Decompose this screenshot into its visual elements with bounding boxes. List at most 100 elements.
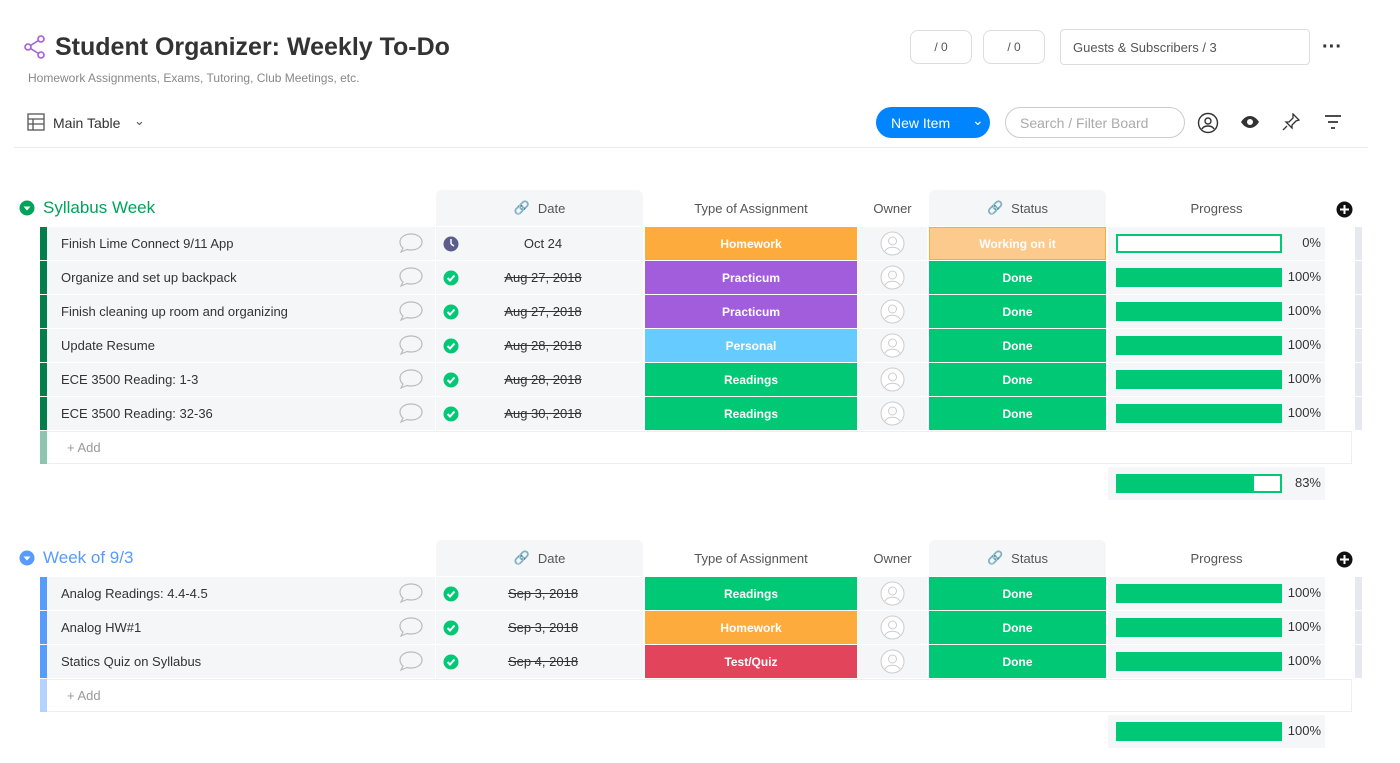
group-toggle[interactable] [19,550,35,566]
share-icon[interactable] [24,35,46,59]
row-end-strip [1355,227,1362,260]
link-icon: 🔗 [986,200,1004,215]
owner-avatar [880,231,905,256]
integrations-count: / 0 [1007,40,1021,54]
status-label[interactable]: Done [929,363,1106,396]
done-icon [443,338,459,354]
progress-label: 100% [1287,653,1321,668]
integrations-button[interactable]: / 0 [983,30,1045,64]
item-name: Update Resume [61,338,155,353]
guests-button[interactable]: Guests & Subscribers / 3 [1060,29,1310,65]
add-column[interactable] [1336,201,1353,218]
item-name-cell[interactable]: Organize and set up backpack [47,261,435,294]
item-name-cell[interactable]: Finish Lime Connect 9/11 App [47,227,435,260]
type-label[interactable]: Readings [645,397,857,430]
comment-icon[interactable] [398,582,424,604]
row-color-bar [40,397,47,430]
search-box[interactable]: Search / Filter Board [1005,107,1185,138]
progress-label: 0% [1302,235,1321,250]
link-icon: 🔗 [513,550,530,565]
comment-icon[interactable] [398,402,424,424]
group-toggle[interactable] [19,200,35,216]
view-dropdown[interactable]: ⌄ [134,113,145,128]
comment-icon[interactable] [398,650,424,672]
type-label[interactable]: Practicum [645,261,857,294]
updates-count: / 0 [934,40,948,54]
link-icon: 🔗 [986,550,1004,565]
item-name-cell[interactable]: ECE 3500 Reading: 1-3 [47,363,435,396]
comment-icon[interactable] [398,266,424,288]
pin-button[interactable] [1282,113,1300,131]
status-label[interactable]: Done [929,295,1106,328]
add-item-row[interactable]: + Add [47,431,1352,464]
comment-icon[interactable] [398,368,424,390]
column-title: Date [537,200,566,216]
row-color-bar [40,295,47,328]
comment-icon[interactable] [398,334,424,356]
type-label[interactable]: Test/Quiz [645,645,857,678]
row-end-strip [1355,645,1362,678]
date-cell [436,611,643,644]
progress-label: 100% [1287,619,1321,634]
view-selector[interactable]: Main Table [53,115,121,131]
new-item-dropdown[interactable]: ⌄ [972,112,984,128]
comment-icon[interactable] [398,232,424,254]
status-label[interactable]: Done [929,577,1106,610]
progress-label: 100% [1287,723,1321,738]
status-label[interactable]: Done [929,329,1106,362]
board-description: Homework Assignments, Exams, Tutoring, C… [28,71,360,85]
progress-track [1116,234,1282,253]
group-title[interactable]: Week of 9/3 [43,548,134,567]
item-name-cell[interactable]: Finish cleaning up room and organizing [47,295,435,328]
updates-button[interactable]: / 0 [910,30,972,64]
comment-icon[interactable] [398,616,424,638]
column-header: Owner [858,540,927,576]
status-label[interactable]: Done [929,611,1106,644]
group-title[interactable]: Syllabus Week [43,198,156,217]
item-name-cell[interactable]: ECE 3500 Reading: 32-36 [47,397,435,430]
column-title: Date [537,550,566,566]
type-label[interactable]: Readings [645,363,857,396]
date-cell [436,363,643,396]
add-item-row[interactable]: + Add [47,679,1352,712]
type-label[interactable]: Readings [645,577,857,610]
status-label[interactable]: Working on it [929,227,1106,260]
column-header: 🔗 Status [929,540,1106,576]
column-header: Type of Assignment [645,540,857,576]
add-column[interactable] [1336,551,1353,568]
date: Aug 27, 2018 [504,270,582,285]
progress-label: 83% [1294,475,1321,490]
type-label[interactable]: Homework [645,611,857,644]
item-name-cell[interactable]: Analog HW#1 [47,611,435,644]
type-label[interactable]: Personal [645,329,857,362]
column-title: Type of Assignment [694,550,808,566]
type-label[interactable]: Practicum [645,295,857,328]
progress-label: 100% [1287,269,1321,284]
column-header: 🔗 Date [436,190,643,226]
item-name-cell[interactable]: Statics Quiz on Syllabus [47,645,435,678]
hide-columns[interactable] [1240,114,1260,130]
status-label[interactable]: Done [929,397,1106,430]
comment-icon[interactable] [398,300,424,322]
column-header: Progress [1108,540,1325,576]
progress-label: 100% [1287,585,1321,600]
owner-avatar [880,649,905,674]
person-filter[interactable] [1197,112,1219,134]
status-label[interactable]: Done [929,261,1106,294]
type-label[interactable]: Homework [645,227,857,260]
column-title: Progress [1190,200,1243,216]
owner-avatar [880,581,905,606]
filter-button[interactable] [1324,114,1342,130]
add-item-label: + Add [67,440,101,455]
new-item-button[interactable]: New Item ⌄ [876,107,990,138]
progress-fill [1116,336,1282,355]
progress-label: 100% [1287,303,1321,318]
status-label[interactable]: Done [929,645,1106,678]
item-name-cell[interactable]: Analog Readings: 4.4-4.5 [47,577,435,610]
item-name: Finish Lime Connect 9/11 App [61,236,234,251]
progress-fill [1116,618,1282,637]
more-menu[interactable]: ··· [1322,36,1342,58]
done-icon [443,270,459,286]
row-color-bar [40,611,47,644]
item-name-cell[interactable]: Update Resume [47,329,435,362]
